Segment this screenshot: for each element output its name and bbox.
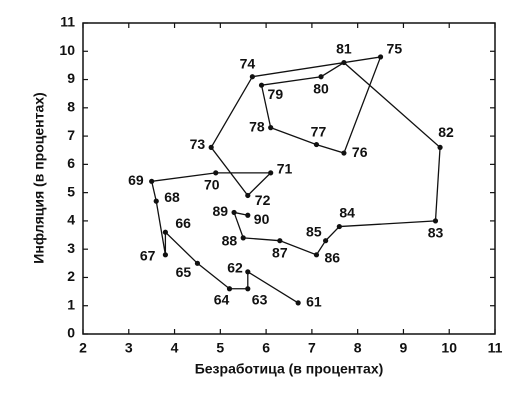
x-tick-label: 3 bbox=[125, 340, 133, 356]
x-tick-label: 5 bbox=[216, 340, 224, 356]
point bbox=[213, 170, 219, 176]
point bbox=[437, 144, 443, 150]
y-tick-label: 9 bbox=[67, 70, 75, 86]
y-tick-label: 10 bbox=[59, 42, 75, 58]
point-label: 65 bbox=[176, 264, 192, 280]
trajectory-line bbox=[150, 56, 441, 304]
point-label: 70 bbox=[204, 177, 220, 193]
x-tick-label: 11 bbox=[488, 340, 503, 356]
x-tick-label: 9 bbox=[400, 340, 408, 356]
point-label: 80 bbox=[313, 80, 329, 96]
x-tick-label: 6 bbox=[262, 340, 270, 356]
y-tick-label: 1 bbox=[67, 296, 75, 312]
point bbox=[245, 212, 251, 218]
point bbox=[149, 178, 155, 184]
point-label: 67 bbox=[140, 248, 156, 264]
y-tick-label: 2 bbox=[67, 268, 75, 284]
y-axis-title: Инфляция (в процентах) bbox=[31, 92, 47, 263]
point-label: 90 bbox=[254, 211, 270, 227]
point-label: 64 bbox=[214, 291, 230, 307]
point-label: 84 bbox=[339, 204, 355, 220]
point bbox=[295, 300, 301, 306]
point bbox=[240, 235, 246, 241]
point-label: 79 bbox=[268, 86, 284, 102]
x-tick-label: 7 bbox=[308, 340, 316, 356]
point-label: 66 bbox=[175, 215, 191, 231]
point-label: 68 bbox=[164, 189, 180, 205]
point bbox=[277, 238, 283, 244]
point bbox=[341, 150, 347, 156]
point-label: 69 bbox=[128, 172, 144, 188]
x-tick-label: 10 bbox=[441, 340, 457, 356]
point-label: 62 bbox=[227, 260, 243, 276]
y-tick-label: 5 bbox=[67, 183, 75, 199]
x-tick-label: 2 bbox=[79, 340, 87, 356]
point bbox=[336, 223, 342, 230]
point bbox=[258, 82, 265, 88]
y-tick-label: 4 bbox=[67, 212, 75, 228]
point bbox=[313, 141, 320, 148]
point bbox=[249, 74, 255, 80]
point bbox=[226, 286, 233, 292]
x-tick-label: 4 bbox=[171, 340, 179, 356]
y-tick-label: 3 bbox=[67, 240, 75, 256]
point bbox=[231, 209, 237, 216]
point bbox=[245, 286, 251, 292]
point bbox=[208, 144, 214, 150]
y-tick-label: 7 bbox=[67, 127, 75, 143]
x-tick-label: 8 bbox=[354, 340, 362, 356]
point-label: 63 bbox=[252, 291, 268, 307]
point-label: 61 bbox=[306, 294, 322, 310]
point bbox=[313, 252, 320, 258]
point bbox=[245, 269, 251, 275]
point-label: 71 bbox=[277, 161, 293, 177]
point-label: 73 bbox=[190, 136, 206, 152]
y-tick-label: 11 bbox=[60, 14, 75, 30]
x-axis-title: Безработица (в процентах) bbox=[195, 361, 384, 377]
point bbox=[318, 74, 324, 80]
point bbox=[341, 59, 347, 66]
point-label: 86 bbox=[324, 250, 340, 266]
point bbox=[268, 170, 274, 176]
y-tick-label: 8 bbox=[67, 99, 75, 115]
point-label: 89 bbox=[212, 203, 228, 219]
point bbox=[268, 125, 274, 131]
point bbox=[323, 238, 329, 244]
point-label: 75 bbox=[387, 41, 403, 57]
point bbox=[377, 54, 384, 60]
point bbox=[162, 229, 168, 235]
point bbox=[432, 218, 439, 224]
point-label: 81 bbox=[336, 40, 352, 56]
point bbox=[194, 260, 201, 266]
point-label: 77 bbox=[311, 123, 327, 139]
point-label: 72 bbox=[255, 192, 271, 208]
point bbox=[245, 192, 251, 199]
point-label: 88 bbox=[222, 233, 238, 249]
point-label: 83 bbox=[428, 225, 444, 241]
point-label: 76 bbox=[352, 144, 368, 160]
point-label: 87 bbox=[272, 244, 288, 260]
point bbox=[162, 252, 168, 258]
point-label: 82 bbox=[438, 124, 454, 140]
point bbox=[153, 198, 159, 204]
point-label: 74 bbox=[240, 55, 256, 71]
y-tick-label: 6 bbox=[67, 155, 75, 171]
y-tick-label: 0 bbox=[67, 325, 75, 341]
plot-frame bbox=[82, 22, 496, 335]
point-label: 78 bbox=[249, 118, 265, 134]
point-label: 85 bbox=[306, 223, 322, 239]
